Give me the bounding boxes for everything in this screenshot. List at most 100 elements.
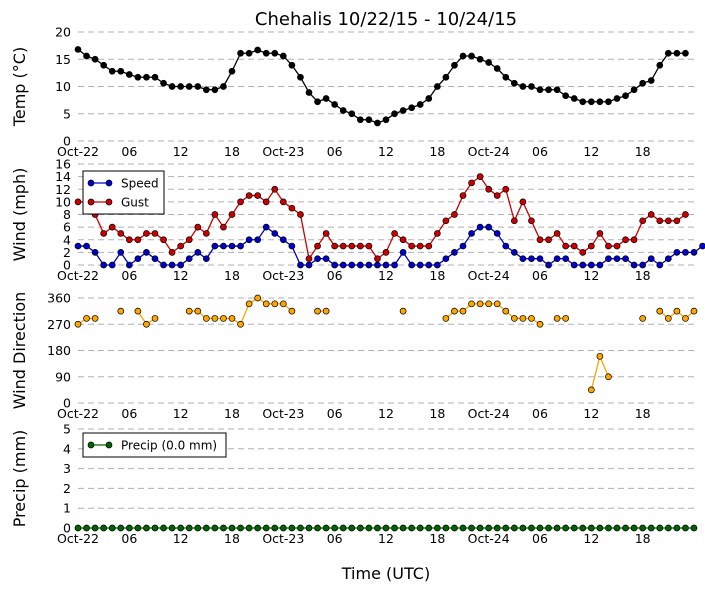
gust-point xyxy=(314,242,321,250)
precip-0-0-mm-point xyxy=(468,524,475,532)
temperature-point xyxy=(185,83,193,90)
x-tick-label: 06 xyxy=(327,531,343,546)
speed-point xyxy=(314,255,321,263)
x-tick-label: 12 xyxy=(378,144,394,159)
y-axis-label: Wind Direction xyxy=(10,292,29,410)
x-tick-label: Oct-22 xyxy=(57,144,99,159)
x-tick-label: 06 xyxy=(327,144,343,159)
x-tick-label: Oct-24 xyxy=(468,531,510,546)
x-tick-label: 06 xyxy=(532,531,548,546)
temperature-point xyxy=(279,52,287,60)
precip-0-0-mm-point xyxy=(134,524,142,532)
y-tick-label: 3 xyxy=(63,461,71,476)
precip-0-0-mm-point xyxy=(536,524,544,532)
speed-point xyxy=(143,249,150,256)
speed-point xyxy=(382,261,390,269)
y-axis-label: Temp (°C) xyxy=(10,47,29,127)
panel-temperature: 0 5 10 15 20 Oct-22 06 12 18 Oct-23 06 12 18 Oct-24 06… xyxy=(10,25,694,159)
x-axis-label: Time (UTC) xyxy=(341,564,430,583)
precip-0-0-mm-point xyxy=(168,524,176,532)
precip-0-0-mm-point xyxy=(528,524,535,532)
speed-point xyxy=(519,255,527,263)
gust-point xyxy=(228,211,236,218)
y-tick-label: 5 xyxy=(63,422,71,437)
gust-point xyxy=(331,242,339,250)
x-tick-label: Oct-22 xyxy=(57,531,99,546)
precip-0-0-mm-point xyxy=(202,524,210,532)
temperature-point xyxy=(442,73,450,81)
temperature-point xyxy=(177,83,185,90)
gust-point xyxy=(271,185,279,193)
gust-point xyxy=(117,230,125,237)
temperature-point xyxy=(339,107,347,114)
gust-point xyxy=(391,230,398,237)
temperature-point xyxy=(433,83,441,90)
precip-0-0-mm-point xyxy=(673,524,681,532)
x-tick-label: 18 xyxy=(224,144,240,159)
direction-point xyxy=(211,315,219,322)
gust-point xyxy=(605,242,612,250)
speed-point xyxy=(339,261,347,269)
precip-0-0-mm-point xyxy=(596,524,604,532)
gust-point xyxy=(493,192,501,199)
precip-0-0-mm-point xyxy=(194,524,202,532)
legend-marker xyxy=(105,179,113,187)
precip-0-0-mm-point xyxy=(177,524,185,532)
speed-point xyxy=(356,261,364,269)
direction-point xyxy=(690,307,698,315)
x-tick-label: Oct-24 xyxy=(468,268,510,283)
precip-0-0-mm-point xyxy=(639,524,647,532)
y-tick-label: 4 xyxy=(63,232,71,247)
gust-point xyxy=(143,230,150,237)
precip-0-0-mm-point xyxy=(656,524,664,532)
direction-point xyxy=(562,315,570,322)
direction-point xyxy=(262,300,270,308)
speed-point xyxy=(699,242,705,250)
speed-point xyxy=(254,236,262,244)
direction-point xyxy=(502,307,510,315)
temperature-point xyxy=(647,77,655,84)
gust-point xyxy=(194,223,202,231)
precip-0-0-mm-point xyxy=(288,524,296,532)
speed-point xyxy=(476,223,484,231)
temperature-point xyxy=(553,86,561,94)
gust-point xyxy=(528,217,535,225)
x-tick-label: 06 xyxy=(532,144,548,159)
speed-point xyxy=(245,236,253,244)
speed-point xyxy=(211,242,219,250)
speed-point xyxy=(605,255,612,263)
gust-point xyxy=(433,230,441,237)
temperature-point xyxy=(510,79,518,87)
gust-point xyxy=(536,236,544,244)
precip-0-0-mm-point xyxy=(605,524,612,532)
precip-0-0-mm-point xyxy=(647,524,655,532)
temperature-point xyxy=(134,73,142,81)
temperature-point xyxy=(485,59,493,66)
legend: Speed Gust xyxy=(82,170,165,215)
gust-point xyxy=(570,242,578,250)
precip-0-0-mm-point xyxy=(451,524,458,532)
direction-point xyxy=(553,315,561,322)
speed-point xyxy=(374,261,381,269)
precip-0-0-mm-point xyxy=(442,524,450,532)
y-tick-label: 6 xyxy=(63,220,71,235)
speed-point xyxy=(399,249,407,256)
speed-point xyxy=(185,255,193,263)
speed-point xyxy=(297,261,304,269)
x-tick-label: Oct-22 xyxy=(57,406,99,421)
gust-point xyxy=(322,230,330,237)
temperature-point xyxy=(502,73,510,81)
precip-0-0-mm-point xyxy=(502,524,510,532)
x-tick-label: 18 xyxy=(224,406,240,421)
precip-0-0-mm-point xyxy=(365,524,373,532)
direction-point xyxy=(476,300,484,308)
temperature-point xyxy=(682,49,689,57)
gust-point xyxy=(168,249,176,256)
speed-point xyxy=(100,261,108,269)
precip-0-0-mm-point xyxy=(271,524,279,532)
y-axis-label: Precip (mm) xyxy=(10,430,29,528)
y-tick-label: 0 xyxy=(63,521,71,536)
temperature-point xyxy=(314,98,321,106)
precip-0-0-mm-point xyxy=(160,524,167,532)
legend-marker xyxy=(87,198,95,206)
